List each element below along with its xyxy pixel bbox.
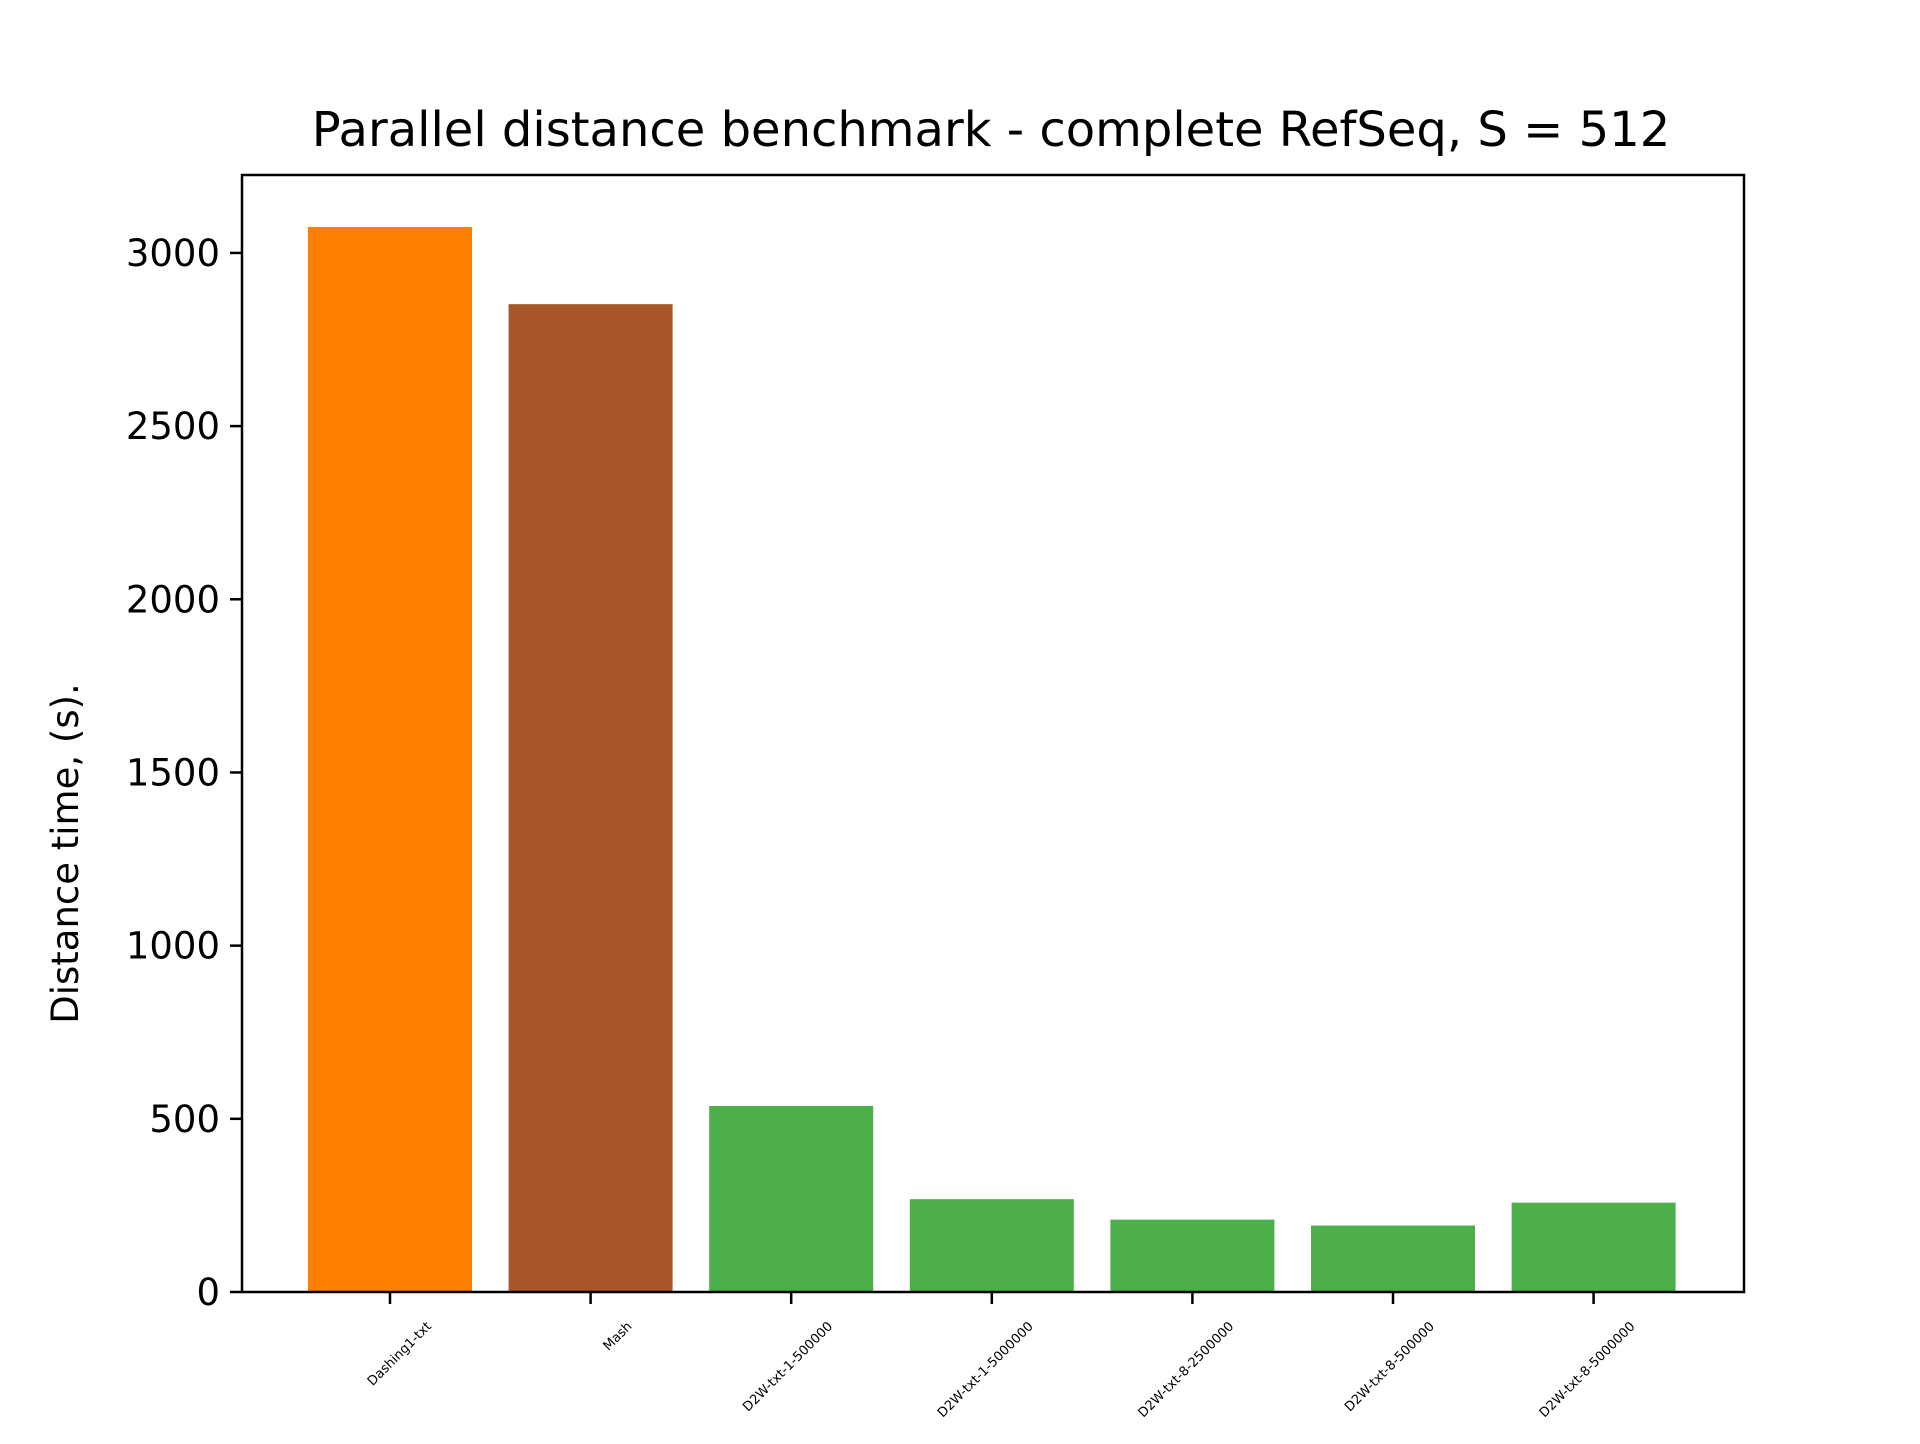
bars-layer bbox=[308, 226, 1676, 1292]
plot-frame bbox=[240, 173, 1746, 1294]
x-tick-label: Mash bbox=[601, 1319, 636, 1354]
x-tick-label: D2W-txt-8-2500000 bbox=[1136, 1319, 1238, 1421]
y-axis-label: Distance time, (s). bbox=[44, 683, 87, 1024]
y-tick-label: 1500 bbox=[126, 751, 220, 794]
x-tick-label: Dashing1-txt bbox=[365, 1319, 435, 1389]
y-tick-label: 0 bbox=[196, 1271, 220, 1314]
bar-dashing1-txt bbox=[308, 226, 472, 1292]
y-tick-label: 2500 bbox=[126, 405, 220, 448]
bar-d2w-txt-8-2500000 bbox=[1110, 1219, 1275, 1292]
chart-title: Parallel distance benchmark - complete R… bbox=[312, 102, 1670, 158]
bar-d2w-txt-1-5000000 bbox=[909, 1199, 1074, 1292]
x-tick-label: D2W-txt-8-500000 bbox=[1342, 1319, 1438, 1415]
y-tick-label: 500 bbox=[149, 1098, 220, 1141]
x-tick-label: D2W-txt-1-5000000 bbox=[935, 1319, 1037, 1421]
bar-d2w-txt-8-5000000 bbox=[1511, 1202, 1676, 1292]
x-tick-label: D2W-txt-1-500000 bbox=[740, 1319, 836, 1415]
x-tick-label: D2W-txt-8-5000000 bbox=[1537, 1319, 1639, 1421]
y-tick-label: 1000 bbox=[126, 925, 220, 968]
bar-d2w-txt-1-500000 bbox=[709, 1106, 874, 1292]
bar-mash bbox=[508, 304, 673, 1292]
y-tick-label: 3000 bbox=[126, 232, 220, 275]
bar-d2w-txt-8-500000 bbox=[1311, 1225, 1475, 1292]
y-tick-label: 2000 bbox=[126, 578, 220, 621]
